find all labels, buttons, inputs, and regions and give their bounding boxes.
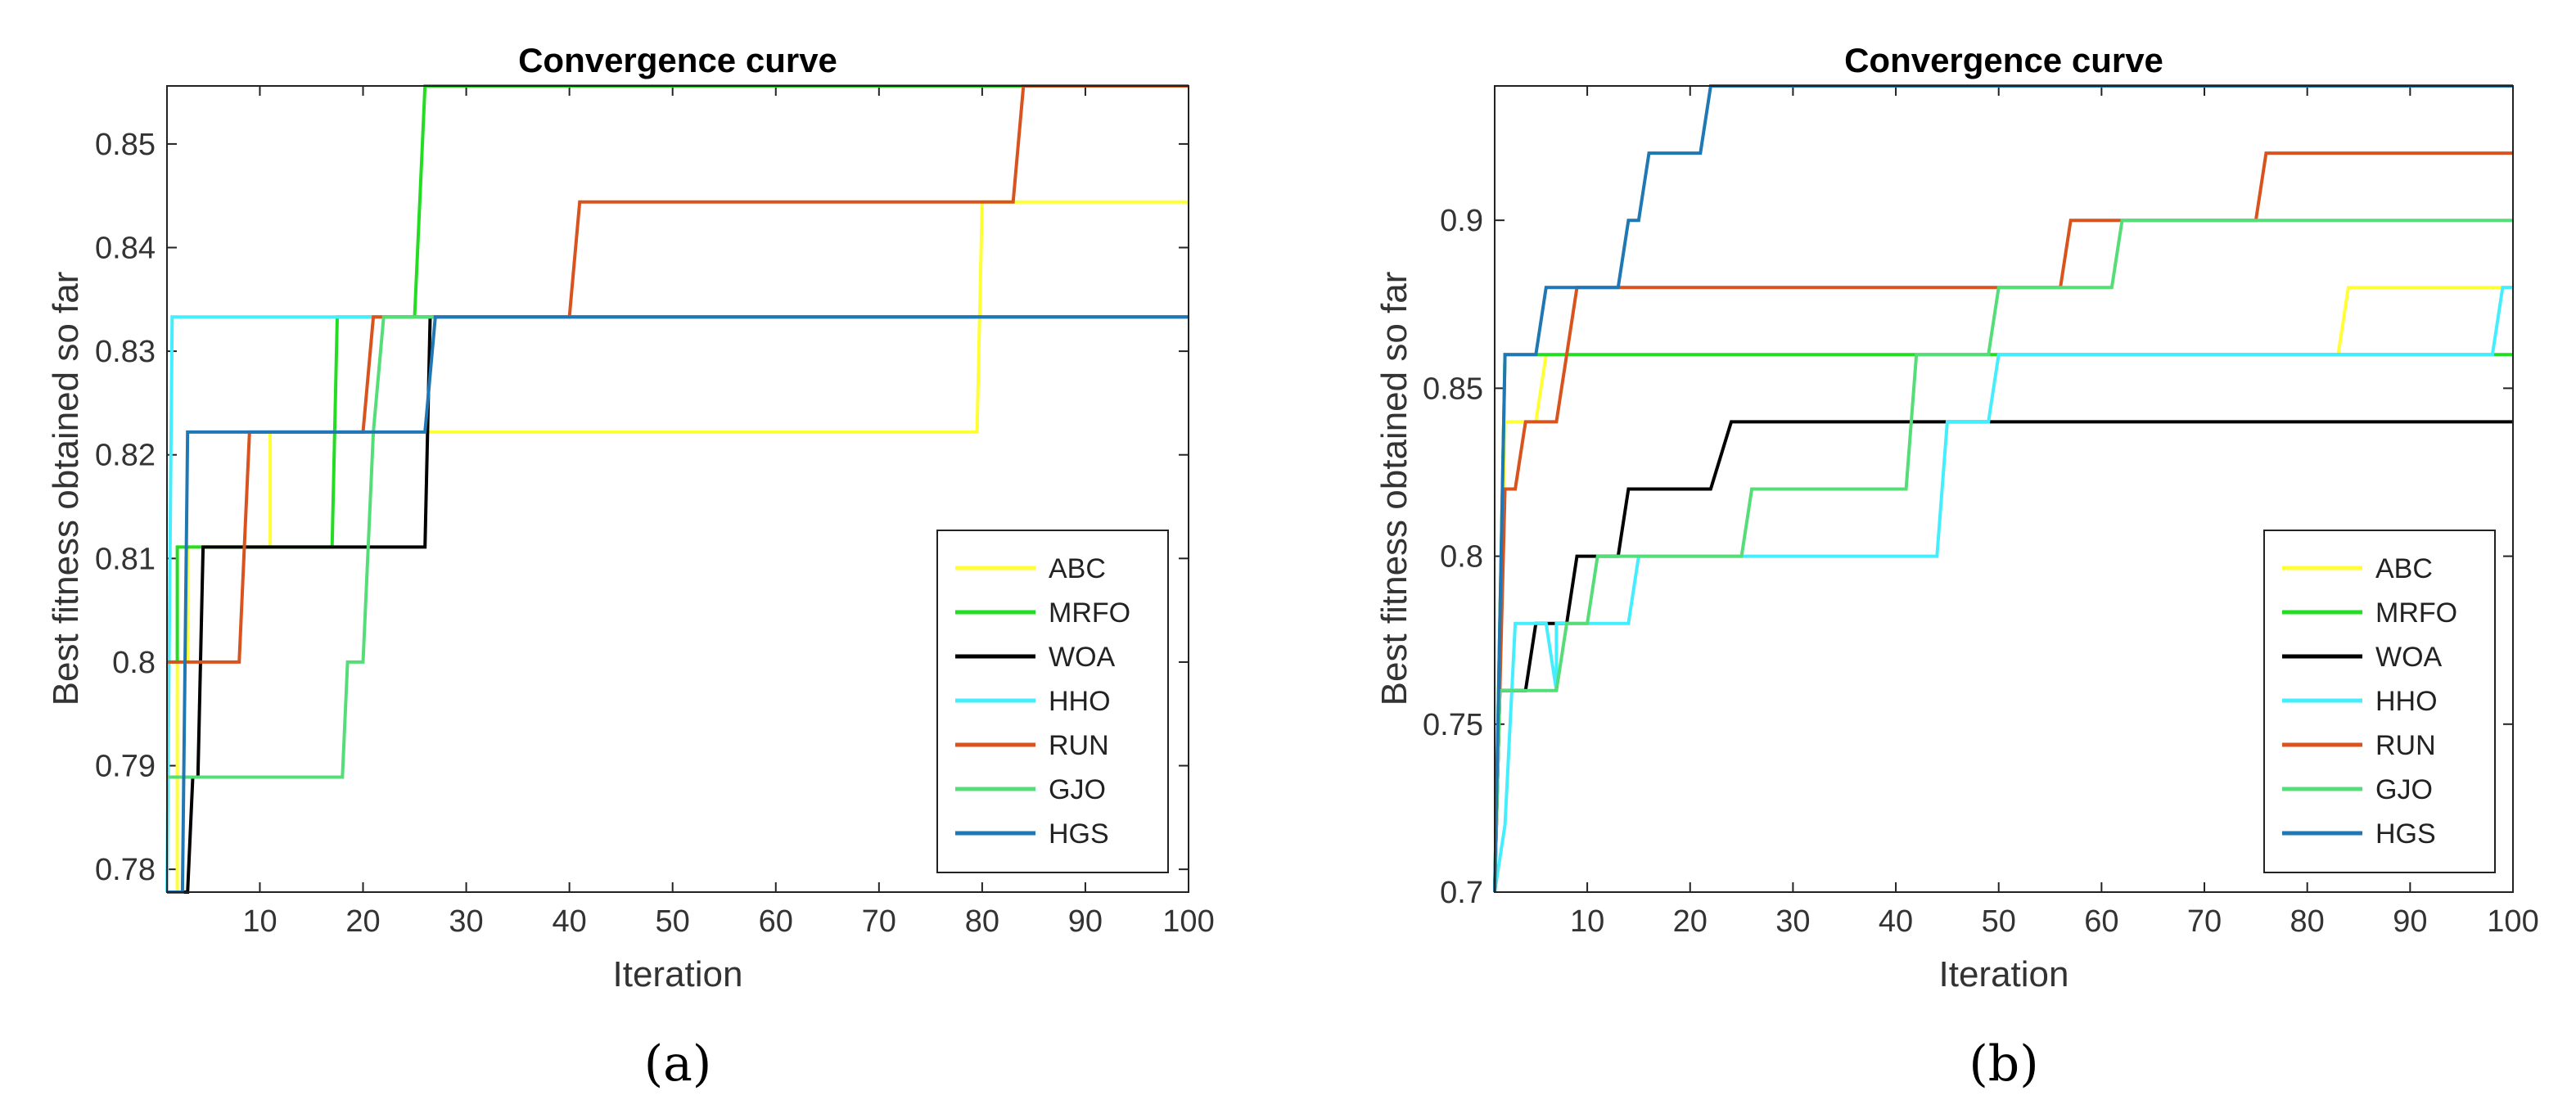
chart-a-xtick-label: 70 [862, 904, 896, 939]
chart-a-ticks: 10 20 30 40 50 60 70 80 90 100 0.78 0.79 0.8 0.81 0.82… [95, 86, 1215, 939]
chart-b-xtick-label: 80 [2290, 904, 2325, 939]
chart-a-xlabel: Iteration [613, 954, 743, 994]
chart-b-caption: (b) [1969, 1035, 2038, 1093]
chart-b-xtick-label: 50 [1982, 904, 2016, 939]
chart-b-frame [1494, 85, 2514, 893]
chart-a-ytick-label: 0.82 [95, 439, 156, 473]
chart-a-xtick-label: 80 [965, 904, 999, 939]
chart-a-ytick-label: 0.8 [112, 646, 156, 680]
chart-b-xlabel: Iteration [1939, 954, 2069, 994]
chart-b-ylabel: Best fitness obtained so far [1374, 272, 1414, 706]
chart-b-series-gjo [1493, 219, 2513, 893]
chart-b-ytick-label: 0.75 [1423, 708, 1483, 742]
chart-b-legend-label-woa: WOA [2375, 642, 2443, 673]
chart-a-series-gjo [167, 315, 1189, 779]
chart-a-xtick-label: 60 [759, 904, 793, 939]
chart-a-legend-label-abc: ABC [1049, 553, 1106, 584]
chart-b-legend-label-gjo: GJO [2375, 774, 2433, 805]
chart-b-xtick-label: 40 [1879, 904, 1913, 939]
chart-b-xtick-label: 100 [2487, 904, 2538, 939]
chart-a-legend-label-gjo: GJO [1049, 774, 1106, 805]
chart-b-series-run [1493, 151, 2513, 893]
chart-a-frame [166, 85, 1189, 893]
chart-a-legend-label-hgs: HGS [1049, 818, 1109, 850]
chart-b-xtick-label: 30 [1775, 904, 1810, 939]
chart-b-ytick-label: 0.7 [1440, 876, 1483, 910]
chart-b-legend-label-mrfo: MRFO [2375, 597, 2457, 629]
chart-a-xtick-label: 30 [449, 904, 483, 939]
chart-a-ytick-label: 0.84 [95, 232, 156, 266]
chart-a-ytick-label: 0.83 [95, 335, 156, 369]
chart-b-xtick-label: 90 [2393, 904, 2427, 939]
chart-a-xtick-label: 40 [552, 904, 586, 939]
chart-a-ytick-label: 0.85 [95, 128, 156, 162]
chart-b-xtick-label: 70 [2187, 904, 2222, 939]
chart-a-legend: ABC MRFO WOA HHO RUN GJO HGS [936, 530, 1169, 873]
panel-a: Convergence curve 10 20 30 40 50 60 70 80 90 100 0… [46, 41, 1215, 1093]
chart-a-ytick-label: 0.79 [95, 750, 156, 784]
chart-a-xtick-label: 90 [1068, 904, 1103, 939]
chart-b-plot-area [1493, 84, 2513, 893]
chart-b-legend-label-hgs: HGS [2375, 818, 2436, 850]
chart-b-ticks: 10 20 30 40 50 60 70 80 90 100 0.7 0.75 0.8 0.85 0.9 [1423, 86, 2539, 939]
chart-a-legend-label-hho: HHO [1049, 686, 1111, 717]
chart-a-ylabel: Best fitness obtained so far [46, 272, 86, 706]
chart-a-xtick-label: 100 [1162, 904, 1214, 939]
chart-a-xtick-label: 50 [656, 904, 690, 939]
chart-a-xtick-label: 20 [345, 904, 380, 939]
chart-a-caption: (a) [644, 1035, 712, 1093]
chart-a-xtick-label: 10 [242, 904, 277, 939]
chart-b-xtick-label: 20 [1673, 904, 1708, 939]
chart-a-title: Convergence curve [518, 41, 837, 79]
chart-a-legend-label-run: RUN [1049, 730, 1109, 761]
chart-b-ytick-label: 0.9 [1440, 204, 1483, 238]
chart-b-xtick-label: 60 [2084, 904, 2118, 939]
chart-b-xtick-label: 10 [1570, 904, 1604, 939]
chart-b-ytick-label: 0.8 [1440, 540, 1483, 575]
chart-b-ytick-label: 0.85 [1423, 372, 1483, 406]
chart-b-legend-label-abc: ABC [2375, 553, 2433, 584]
chart-b-series-hgs [1493, 84, 2513, 893]
chart-b-title: Convergence curve [1844, 41, 2163, 79]
chart-a-legend-label-mrfo: MRFO [1049, 597, 1130, 629]
chart-b-legend-label-hho: HHO [2375, 686, 2438, 717]
chart-a-legend-label-woa: WOA [1049, 642, 1116, 673]
chart-a-ytick-label: 0.81 [95, 542, 156, 576]
chart-a-ytick-label: 0.78 [95, 853, 156, 887]
chart-b-legend: ABC MRFO WOA HHO RUN GJO HGS [2263, 530, 2496, 873]
panel-b: Convergence curve 10 20 30 40 50 60 70 80 90 100 0… [1374, 41, 2539, 1093]
chart-b-legend-label-run: RUN [2375, 730, 2436, 761]
